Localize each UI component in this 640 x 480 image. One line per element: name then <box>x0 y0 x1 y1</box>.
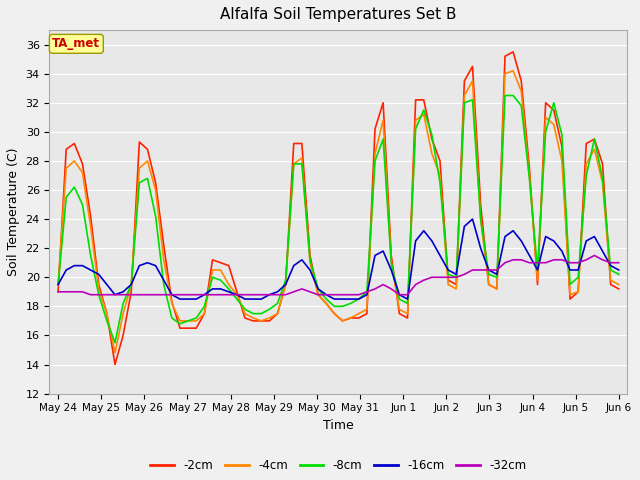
-4cm <box>509 68 517 73</box>
-2cm <box>193 325 200 331</box>
-8cm <box>615 272 623 277</box>
-8cm <box>136 180 143 186</box>
-16cm <box>615 267 623 273</box>
-2cm <box>509 49 517 55</box>
-16cm <box>298 257 306 263</box>
-16cm <box>233 292 241 298</box>
-32cm <box>591 252 598 258</box>
Line: -2cm: -2cm <box>58 52 619 364</box>
-8cm <box>54 282 62 288</box>
-32cm <box>542 260 550 265</box>
-16cm <box>54 282 62 288</box>
-4cm <box>550 122 557 128</box>
-4cm <box>54 282 62 288</box>
-2cm <box>54 289 62 295</box>
-8cm <box>371 158 379 164</box>
-8cm <box>193 315 200 321</box>
Title: Alfalfa Soil Temperatures Set B: Alfalfa Soil Temperatures Set B <box>220 7 457 22</box>
-4cm <box>298 155 306 161</box>
-4cm <box>193 318 200 324</box>
-4cm <box>233 292 241 298</box>
-32cm <box>136 292 143 298</box>
-32cm <box>371 286 379 292</box>
-16cm <box>193 296 200 302</box>
-32cm <box>233 292 241 298</box>
Line: -32cm: -32cm <box>58 255 619 295</box>
-8cm <box>233 296 241 302</box>
-2cm <box>615 286 623 292</box>
Line: -16cm: -16cm <box>58 219 619 299</box>
Line: -8cm: -8cm <box>58 96 619 343</box>
-2cm <box>550 107 557 113</box>
-4cm <box>136 165 143 171</box>
-32cm <box>54 289 62 295</box>
X-axis label: Time: Time <box>323 419 354 432</box>
-4cm <box>111 350 119 356</box>
-16cm <box>371 252 379 258</box>
-2cm <box>233 289 241 295</box>
-32cm <box>87 292 95 298</box>
-2cm <box>136 139 143 145</box>
-16cm <box>550 238 557 244</box>
Line: -4cm: -4cm <box>58 71 619 353</box>
-32cm <box>298 286 306 292</box>
Y-axis label: Soil Temperature (C): Soil Temperature (C) <box>7 147 20 276</box>
-8cm <box>550 100 557 106</box>
-4cm <box>371 151 379 156</box>
-32cm <box>193 292 200 298</box>
-4cm <box>615 282 623 288</box>
-16cm <box>176 296 184 302</box>
-2cm <box>111 361 119 367</box>
-2cm <box>371 126 379 132</box>
Text: TA_met: TA_met <box>52 37 100 50</box>
-2cm <box>298 141 306 146</box>
-8cm <box>111 340 119 346</box>
-16cm <box>468 216 476 222</box>
-8cm <box>298 161 306 167</box>
-8cm <box>501 93 509 98</box>
Legend: -2cm, -4cm, -8cm, -16cm, -32cm: -2cm, -4cm, -8cm, -16cm, -32cm <box>146 454 531 477</box>
-16cm <box>127 282 135 288</box>
-32cm <box>615 260 623 265</box>
